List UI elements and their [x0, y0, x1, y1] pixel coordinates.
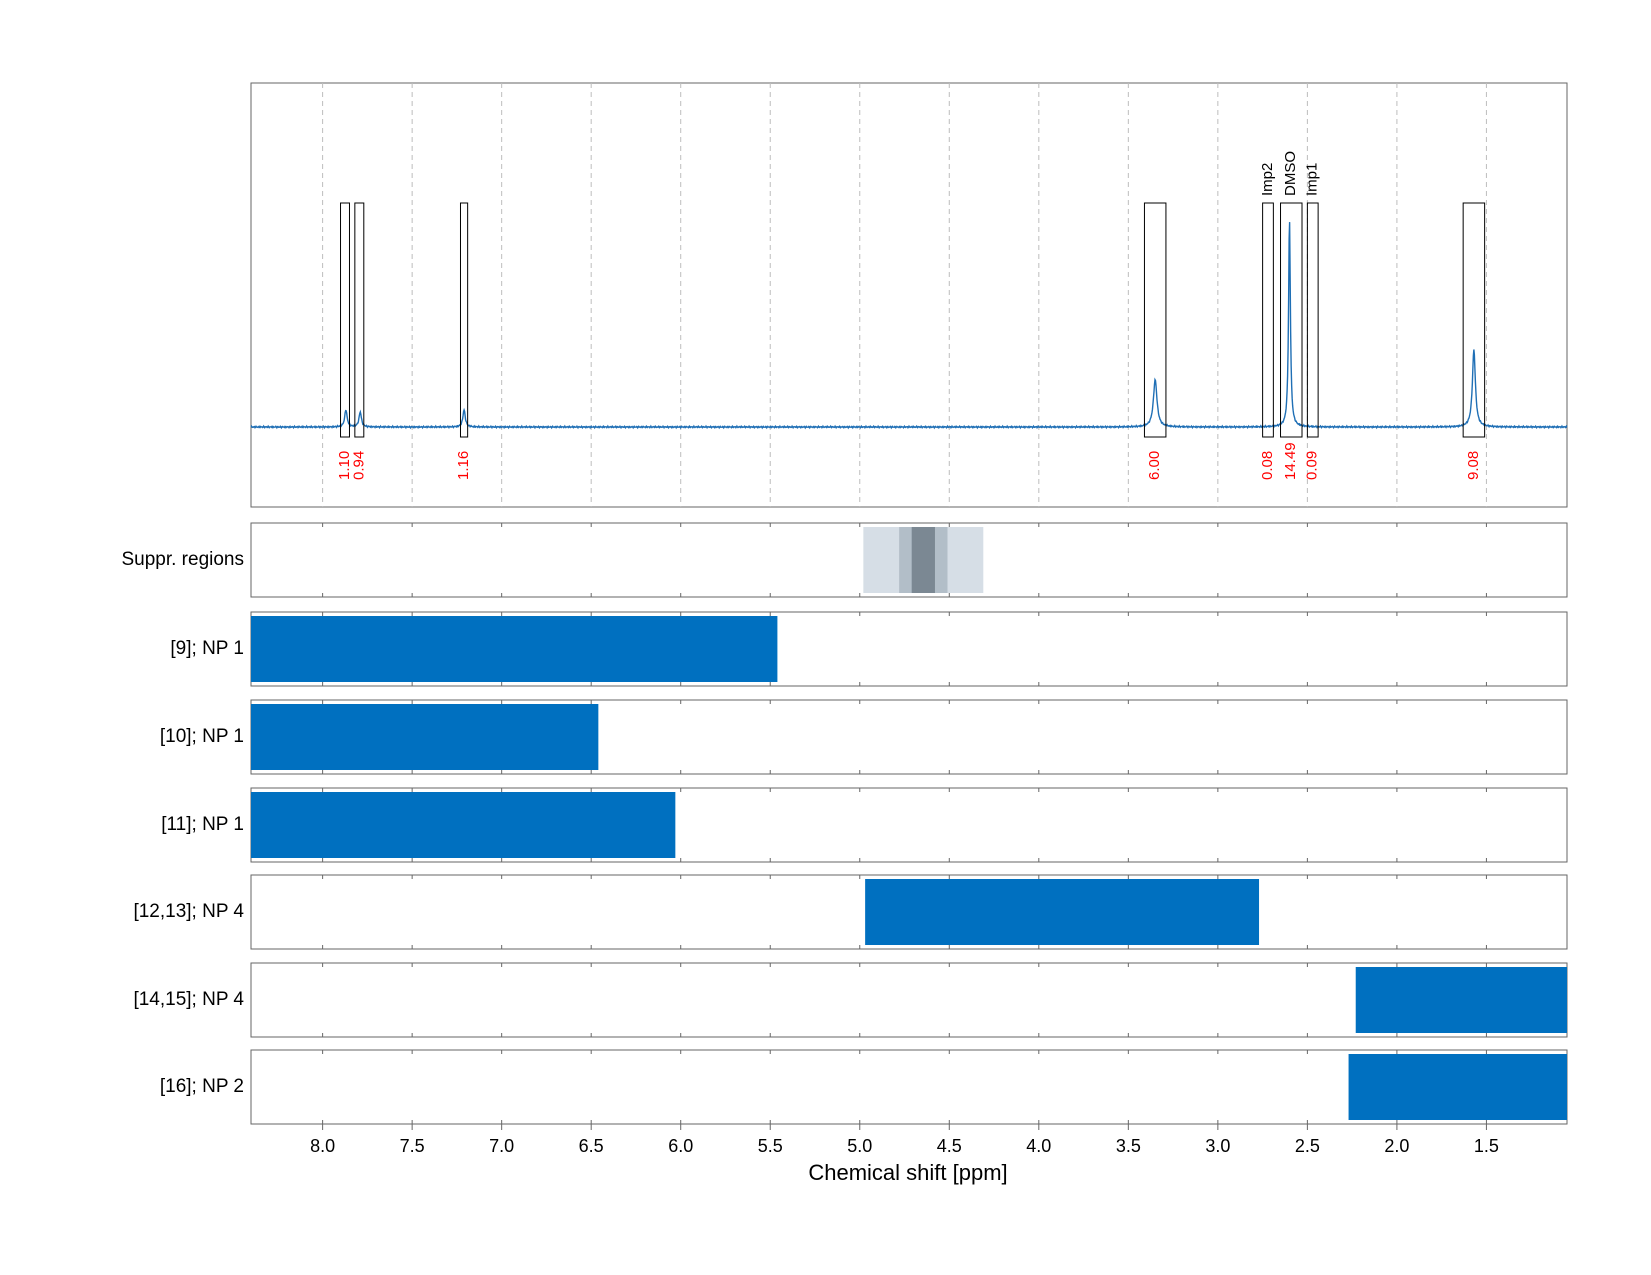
spectrum-trace: [250, 222, 1568, 430]
range-bar: [251, 616, 778, 682]
row-label: [12,13]; NP 4: [133, 901, 244, 922]
x-tick-label: 5.5: [758, 1136, 783, 1156]
row-panels: Suppr. regions [9]; NP 1 [10]; NP 1 [11]; N…: [121, 522, 1568, 1125]
row-label: [10]; NP 1: [160, 726, 244, 747]
x-tick-label: 7.5: [400, 1136, 425, 1156]
row-label: [11]; NP 1: [161, 814, 244, 835]
x-tick-label: 6.5: [579, 1136, 604, 1156]
row-frame: [250, 874, 1568, 950]
row-label: [14,15]; NP 4: [133, 989, 244, 1010]
x-tick-label: 6.0: [668, 1136, 693, 1156]
integral-value-label: 9.08: [1465, 451, 1482, 480]
x-tick-label: 7.0: [489, 1136, 514, 1156]
integral-value-label: 1.16: [455, 451, 472, 480]
range-bar: [251, 704, 599, 770]
integral-box: [340, 202, 350, 438]
x-tick-label: 4.5: [937, 1136, 962, 1156]
spectrum-panel: 1.100.94 1.16 6.00 0.08 Imp2 14.49 DMSO 0.09 Imp…: [250, 82, 1568, 508]
peak-name-label: DMSO: [1282, 151, 1299, 196]
integral-value-label: 6.00: [1146, 451, 1163, 480]
range-bar: [865, 879, 1260, 945]
x-tick-label: 3.0: [1205, 1136, 1230, 1156]
integral-box: [1306, 202, 1319, 438]
integral-value-label: 0.08: [1259, 451, 1276, 480]
x-tick-label: 5.0: [847, 1136, 872, 1156]
peak-name-label: Imp1: [1304, 163, 1321, 196]
x-tick-label: 8.0: [310, 1136, 335, 1156]
integral-value-label: 0.94: [350, 451, 367, 480]
x-axis-label: Chemical shift [ppm]: [808, 1160, 1007, 1185]
integral-value-label: 14.49: [1282, 442, 1299, 480]
integral-box: [1262, 202, 1274, 438]
row-frame: [250, 522, 1568, 598]
x-tick-label: 4.0: [1026, 1136, 1051, 1156]
row-label: Suppr. regions: [121, 549, 244, 570]
integral-value-label: 0.09: [1304, 451, 1321, 480]
integral-box: [1280, 202, 1303, 438]
integral-box: [1462, 202, 1486, 438]
x-tick-label: 2.0: [1384, 1136, 1409, 1156]
spectrum-frame: [250, 82, 1568, 508]
x-tick-label: 3.5: [1116, 1136, 1141, 1156]
peak-name-label: Imp2: [1259, 163, 1276, 196]
integral-value-label: 1.10: [336, 451, 353, 480]
x-tick-label: 1.5: [1474, 1136, 1499, 1156]
row-label: [16]; NP 2: [160, 1076, 244, 1097]
row-label: [9]; NP 1: [170, 638, 244, 659]
x-tick-label: 2.5: [1295, 1136, 1320, 1156]
integral-box: [354, 202, 365, 438]
x-axis: 8.0 7.5 7.0 6.5 6.0 5.5 5.0 4.5 4.0 3.5 3.0 2.5 2.0 1…: [310, 1124, 1499, 1156]
integral-box: [459, 202, 469, 438]
suppressed-region: [911, 527, 935, 593]
range-bar: [1348, 1054, 1567, 1120]
range-bar: [1355, 967, 1567, 1033]
integral-box: [1143, 202, 1167, 438]
range-bar: [251, 792, 676, 858]
